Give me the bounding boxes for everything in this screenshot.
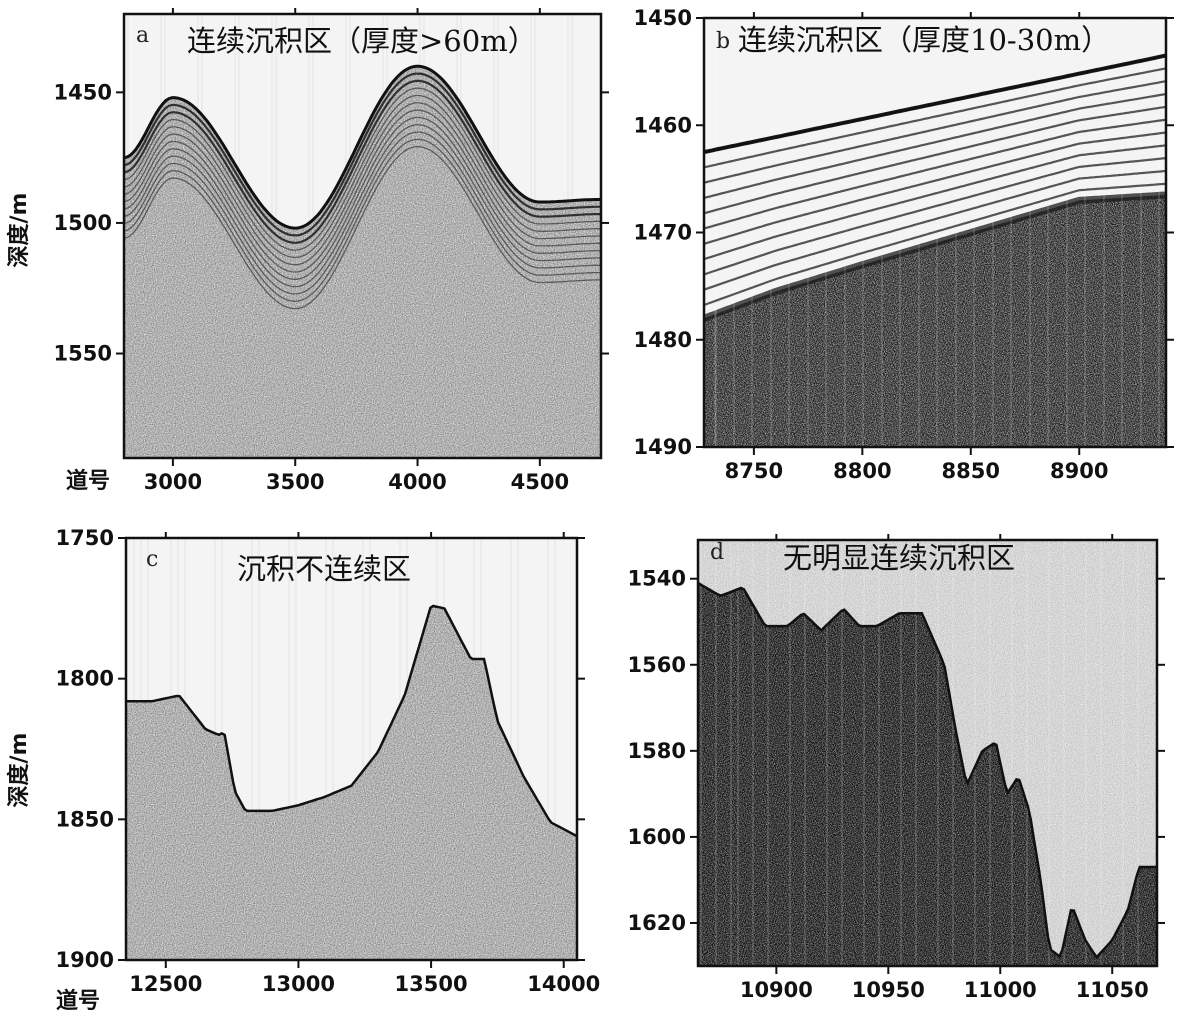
panel-d-image xyxy=(698,540,1157,966)
panel-c-seafloor-line xyxy=(126,604,577,838)
x-tick-label: 10900 xyxy=(740,978,813,1002)
panel-b-image xyxy=(704,18,1166,447)
y-tick-label: 1800 xyxy=(56,667,114,691)
panel-b-title: 连续沉积区（厚度10-30m） xyxy=(738,23,1110,57)
panel-b-letter: b xyxy=(716,29,730,54)
panel-c-frame xyxy=(124,536,579,962)
panel-c-x-axis-title: 道号 xyxy=(56,988,100,1014)
y-tick-label: 1460 xyxy=(634,113,692,137)
x-tick-label: 14000 xyxy=(527,972,600,996)
panel-c-subsurface xyxy=(126,606,577,960)
y-tick-label: 1580 xyxy=(628,739,686,763)
y-tick-label: 1470 xyxy=(634,221,692,245)
panel-c-x-axis: 12500 13000 13500 14000 xyxy=(129,532,600,996)
y-tick-label: 1480 xyxy=(634,328,692,352)
panel-a-letter: a xyxy=(136,23,149,48)
y-tick-label: 1620 xyxy=(628,911,686,935)
x-tick-label: 8750 xyxy=(725,459,783,483)
panel-b-seafloor-line xyxy=(704,54,1166,154)
panel-d-frame xyxy=(696,538,1159,968)
panel-b-sediment-base xyxy=(704,191,1166,322)
x-tick-label: 8900 xyxy=(1050,459,1108,483)
panel-a-x-axis-title: 道号 xyxy=(66,468,110,494)
x-tick-label: 11050 xyxy=(1076,978,1149,1002)
panel-d-y-axis: 1540 1560 1580 1600 1620 xyxy=(628,567,1165,935)
panel-a-y-axis: 1450 1500 1550 xyxy=(54,80,609,366)
panel-a-title: 连续沉积区（厚度>60m） xyxy=(187,24,537,58)
panel-d: 10900 10950 11000 11050 1540 1560 1580 1600 162… xyxy=(628,534,1165,1002)
panel-a-frame xyxy=(122,12,603,460)
y-tick-label: 1540 xyxy=(628,567,686,591)
y-tick-label: 1500 xyxy=(54,211,112,235)
panel-d-seafloor-line xyxy=(698,581,1157,960)
panel-a-image xyxy=(124,14,601,458)
y-tick-label: 1750 xyxy=(56,526,114,550)
x-tick-label: 13500 xyxy=(395,972,468,996)
panel-c-plot-area xyxy=(124,536,579,962)
x-tick-label: 3000 xyxy=(144,470,202,494)
panel-b-basement xyxy=(704,195,1166,447)
x-tick-label: 10950 xyxy=(852,978,925,1002)
x-tick-label: 13000 xyxy=(262,972,335,996)
y-tick-label: 1900 xyxy=(56,948,114,972)
panel-b-x-axis: 8750 8800 8850 8900 xyxy=(725,12,1108,483)
panel-d-plot-area xyxy=(696,538,1159,968)
panel-b-y-axis: 1450 1460 1470 1480 1490 xyxy=(634,6,1174,459)
x-tick-label: 3500 xyxy=(266,470,324,494)
x-tick-label: 8850 xyxy=(942,459,1000,483)
panel-c-title: 沉积不连续区 xyxy=(237,552,411,586)
x-tick-label: 4500 xyxy=(511,470,569,494)
panel-c-image xyxy=(126,538,577,960)
panel-d-title: 无明显连续沉积区 xyxy=(783,541,1015,575)
panel-c-letter: c xyxy=(146,547,158,572)
x-tick-label: 11000 xyxy=(964,978,1037,1002)
panel-c-y-axis-title: 深度/m xyxy=(6,733,32,808)
x-tick-label: 12500 xyxy=(129,972,202,996)
x-tick-label: 8800 xyxy=(833,459,891,483)
panel-a-seafloor-line xyxy=(124,64,601,230)
panel-a-y-axis-title: 深度/m xyxy=(6,193,32,268)
x-tick-label: 4000 xyxy=(388,470,446,494)
panel-a-plot-area xyxy=(122,12,603,460)
y-tick-label: 1550 xyxy=(54,342,112,366)
panel-d-letter: d xyxy=(710,540,724,565)
y-tick-label: 1850 xyxy=(56,807,114,831)
panel-a: 3000 3500 4000 4500 1450 1500 1550 a 连续沉积区（厚度… xyxy=(6,8,609,494)
panel-c-y-axis: 1750 1800 1850 1900 xyxy=(56,526,585,972)
y-tick-label: 1560 xyxy=(628,653,686,677)
panel-a-subsurface xyxy=(124,66,601,458)
panel-a-x-axis: 3000 3500 4000 4500 xyxy=(144,8,569,494)
panel-b-plot-area xyxy=(702,16,1168,449)
y-tick-label: 1450 xyxy=(634,6,692,30)
panel-d-x-axis: 10900 10950 11000 11050 xyxy=(740,534,1149,1002)
y-tick-label: 1600 xyxy=(628,825,686,849)
y-tick-label: 1450 xyxy=(54,80,112,104)
y-tick-label: 1490 xyxy=(634,435,692,459)
